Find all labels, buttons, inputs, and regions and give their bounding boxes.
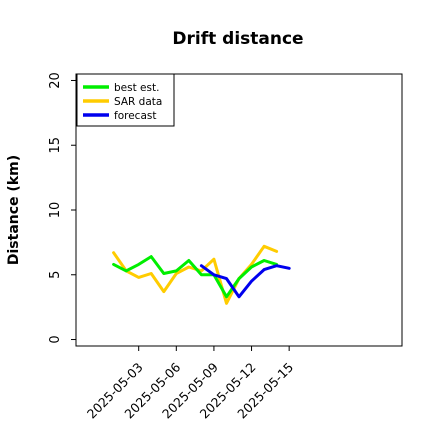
y-tick-label: 5 <box>48 271 63 279</box>
y-tick-label: 10 <box>48 202 63 219</box>
series-line-best-est <box>112 255 279 299</box>
legend-label-sar-data: SAR data <box>114 96 162 108</box>
legend-label-forecast: forecast <box>114 110 156 122</box>
y-tick-label: 20 <box>48 72 63 89</box>
chart-title: Drift distance <box>172 29 303 49</box>
legend-label-best-est: best est. <box>114 82 159 94</box>
series-line-sar-data <box>112 244 279 305</box>
y-tick-label: 15 <box>48 137 63 154</box>
series-layer <box>112 244 291 305</box>
legend: best est. SAR data forecast <box>76 73 175 127</box>
y-tick-label: 0 <box>48 335 63 343</box>
y-axis-ticks: 0 5 10 15 20 <box>48 72 76 344</box>
y-axis-label: Distance (km) <box>6 155 22 265</box>
x-axis-ticks: 2025-05-032025-05-062025-05-092025-05-12… <box>84 346 296 421</box>
series-line-forecast <box>199 264 291 299</box>
